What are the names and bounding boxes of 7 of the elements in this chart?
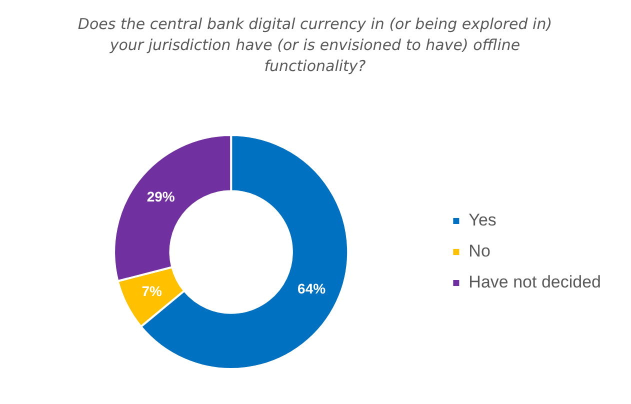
data-label: 29%	[146, 188, 176, 204]
legend-label: Have not decided	[468, 272, 602, 292]
legend-label: Yes	[468, 210, 496, 230]
legend-label: No	[468, 242, 490, 261]
chart-title: Does the central bank digital currency in (or being explored in) your jurisdiction have (or is envisioned to have) offline functionality?	[76, 14, 554, 77]
data-label: 64%	[298, 280, 326, 297]
data-label: 7%	[142, 283, 163, 300]
